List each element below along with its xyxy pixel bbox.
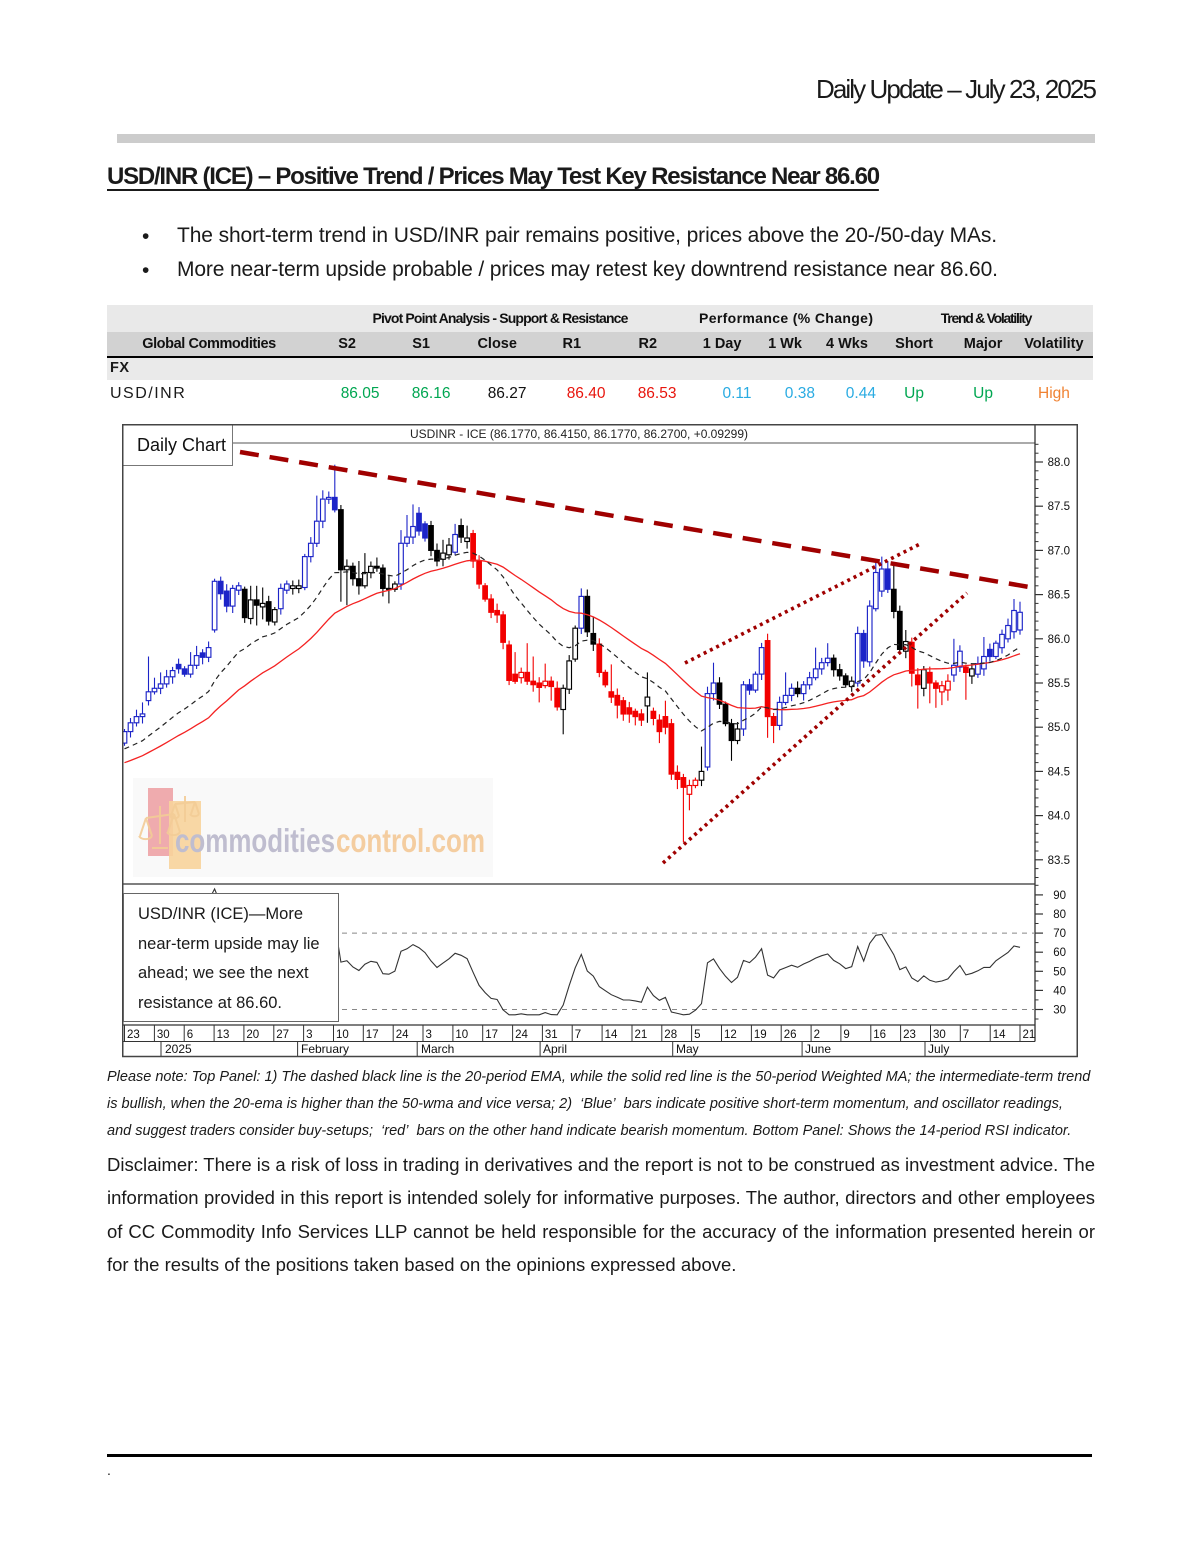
svg-text:10: 10: [455, 1029, 468, 1041]
svg-text:85.5: 85.5: [1048, 678, 1070, 690]
svg-text:24: 24: [515, 1029, 528, 1041]
svg-text:30: 30: [933, 1029, 946, 1041]
svg-text:70: 70: [1053, 928, 1066, 940]
svg-text:85.0: 85.0: [1048, 722, 1070, 734]
svg-text:2: 2: [814, 1029, 820, 1041]
svg-text:February: February: [301, 1042, 349, 1056]
svg-text:21: 21: [1023, 1029, 1036, 1041]
svg-text:24: 24: [396, 1029, 409, 1041]
svg-text:50: 50: [1053, 966, 1066, 978]
svg-text:30: 30: [1053, 1005, 1066, 1017]
svg-text:88.0: 88.0: [1048, 457, 1070, 469]
svg-text:20: 20: [246, 1029, 259, 1041]
svg-text:80: 80: [1053, 909, 1066, 921]
svg-text:2025: 2025: [165, 1042, 192, 1056]
svg-text:commodities: commodities: [175, 822, 335, 859]
svg-text:7: 7: [963, 1029, 969, 1041]
svg-text:30: 30: [157, 1029, 170, 1041]
svg-text:June: June: [805, 1042, 831, 1056]
svg-text:14: 14: [605, 1029, 618, 1041]
svg-text:23: 23: [903, 1029, 916, 1041]
svg-text:17: 17: [485, 1029, 498, 1041]
svg-text:28: 28: [664, 1029, 677, 1041]
svg-text:July: July: [928, 1042, 949, 1056]
svg-text:9: 9: [843, 1029, 849, 1041]
svg-text:7: 7: [575, 1029, 581, 1041]
svg-text:control.com: control.com: [336, 822, 485, 859]
svg-text:Daily Chart: Daily Chart: [137, 435, 226, 455]
svg-text:April: April: [543, 1042, 567, 1056]
svg-text:87.5: 87.5: [1048, 501, 1070, 513]
svg-text:12: 12: [724, 1029, 737, 1041]
svg-text:31: 31: [545, 1029, 558, 1041]
svg-text:86.5: 86.5: [1048, 590, 1070, 602]
svg-text:84.5: 84.5: [1048, 766, 1070, 778]
svg-text:13: 13: [217, 1029, 230, 1041]
svg-text:21: 21: [635, 1029, 648, 1041]
svg-text:10: 10: [336, 1029, 349, 1041]
svg-text:5: 5: [694, 1029, 700, 1041]
svg-text:May: May: [676, 1042, 699, 1056]
svg-text:84.0: 84.0: [1048, 811, 1070, 823]
svg-text:March: March: [421, 1042, 454, 1056]
svg-text:14: 14: [993, 1029, 1006, 1041]
svg-text:19: 19: [754, 1029, 767, 1041]
svg-text:27: 27: [276, 1029, 289, 1041]
svg-text:90: 90: [1053, 890, 1066, 902]
svg-text:3: 3: [426, 1029, 432, 1041]
svg-text:23: 23: [127, 1029, 140, 1041]
svg-text:USDINR - ICE (86.1770, 86.4150: USDINR - ICE (86.1770, 86.4150, 86.1770,…: [410, 429, 748, 441]
svg-text:87.0: 87.0: [1048, 545, 1070, 557]
svg-text:60: 60: [1053, 947, 1066, 959]
svg-text:86.0: 86.0: [1048, 634, 1070, 646]
svg-text:3: 3: [306, 1029, 312, 1041]
svg-text:26: 26: [784, 1029, 797, 1041]
svg-text:6: 6: [187, 1029, 193, 1041]
svg-text:16: 16: [873, 1029, 886, 1041]
svg-text:17: 17: [366, 1029, 379, 1041]
svg-text:83.5: 83.5: [1048, 855, 1070, 867]
svg-text:40: 40: [1053, 985, 1066, 997]
